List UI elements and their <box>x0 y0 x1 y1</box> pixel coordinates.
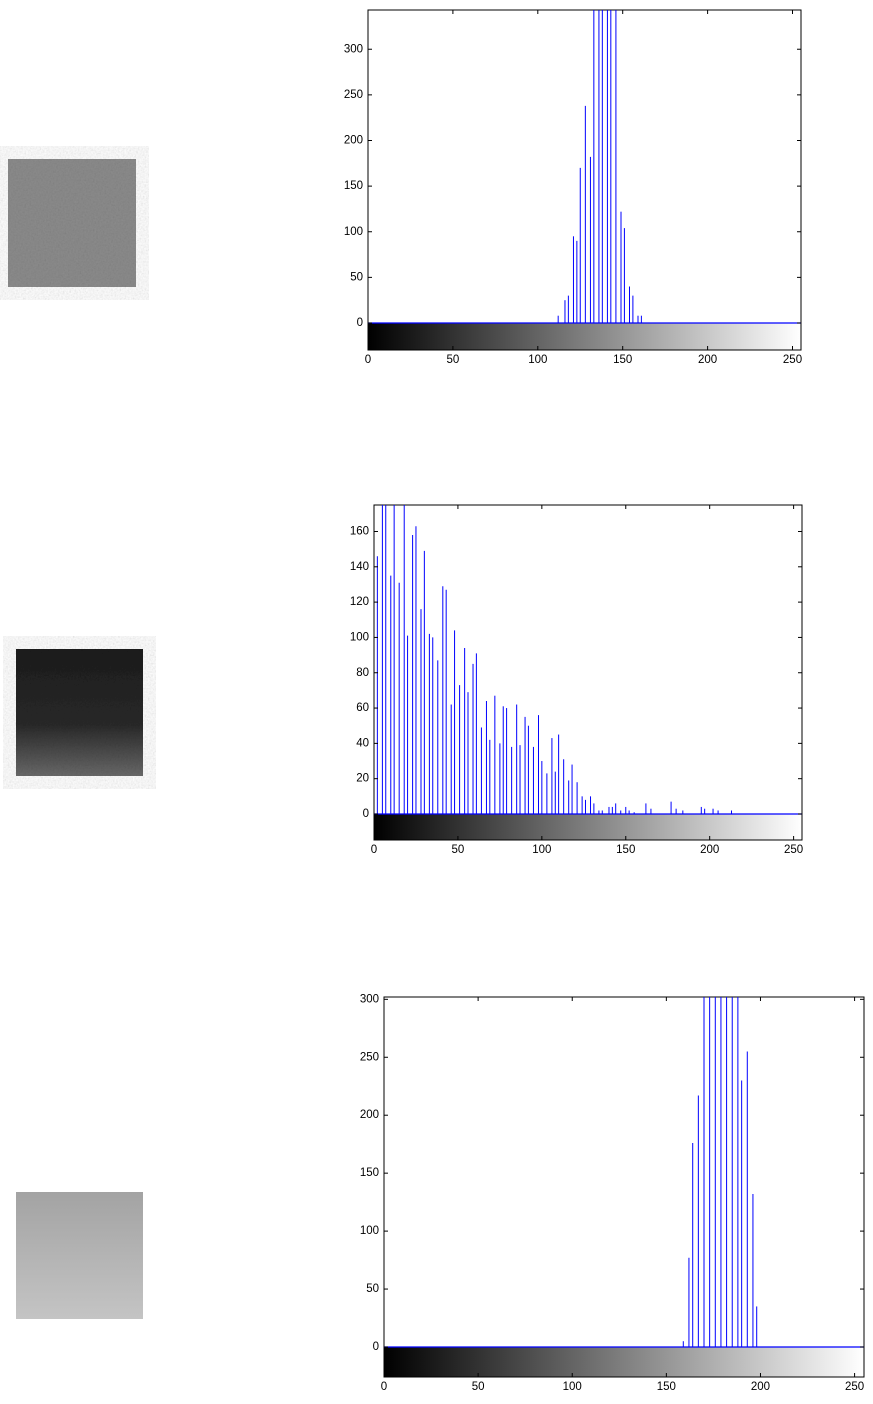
x-tick-label: 250 <box>784 844 803 856</box>
x-tick-label: 200 <box>698 354 717 366</box>
colorbar <box>368 323 801 350</box>
x-tick-label: 0 <box>365 354 371 366</box>
x-tick-label: 100 <box>528 354 547 366</box>
y-tick-label: 200 <box>360 1109 379 1121</box>
y-tick-label: 250 <box>360 1051 379 1063</box>
axes-box <box>383 996 865 1378</box>
x-tick-label: 150 <box>613 354 632 366</box>
colorbar <box>384 1347 864 1377</box>
y-tick-label: 200 <box>344 135 363 147</box>
y-tick-label: 0 <box>373 1341 379 1353</box>
y-tick-label: 40 <box>356 737 369 749</box>
x-tick-label: 50 <box>472 1381 485 1393</box>
x-tick-label: 250 <box>783 354 802 366</box>
y-tick-label: 300 <box>344 43 363 55</box>
y-tick-label: 100 <box>344 226 363 238</box>
y-tick-label: 300 <box>360 993 379 1005</box>
y-tick-label: 0 <box>357 317 363 329</box>
y-tick-label: 150 <box>344 180 363 192</box>
y-tick-label: 250 <box>344 89 363 101</box>
x-tick-label: 50 <box>452 844 465 856</box>
thumbnail <box>8 159 136 287</box>
x-tick-label: 0 <box>371 844 377 856</box>
colorbar <box>374 814 802 840</box>
y-tick-label: 120 <box>350 596 369 608</box>
axes-box <box>367 9 802 351</box>
x-tick-label: 100 <box>532 844 551 856</box>
plot-area <box>384 997 864 1348</box>
y-tick-label: 0 <box>363 808 369 820</box>
plot-area <box>368 10 801 324</box>
x-tick-label: 0 <box>381 1381 387 1393</box>
x-tick-label: 200 <box>700 844 719 856</box>
x-tick-label: 50 <box>447 354 460 366</box>
plot-area <box>374 505 802 815</box>
y-tick-label: 140 <box>350 561 369 573</box>
x-tick-label: 150 <box>616 844 635 856</box>
y-tick-label: 20 <box>356 773 369 785</box>
x-tick-label: 100 <box>563 1381 582 1393</box>
y-tick-label: 60 <box>356 702 369 714</box>
y-tick-label: 50 <box>350 271 363 283</box>
x-tick-label: 250 <box>845 1381 864 1393</box>
y-tick-label: 150 <box>360 1167 379 1179</box>
thumbnail <box>16 649 143 776</box>
y-tick-label: 80 <box>356 667 369 679</box>
y-tick-label: 100 <box>350 631 369 643</box>
y-tick-label: 50 <box>366 1283 379 1295</box>
x-tick-label: 150 <box>657 1381 676 1393</box>
thumbnail <box>16 1192 143 1319</box>
x-tick-label: 200 <box>751 1381 770 1393</box>
y-tick-label: 160 <box>350 526 369 538</box>
y-tick-label: 100 <box>360 1225 379 1237</box>
